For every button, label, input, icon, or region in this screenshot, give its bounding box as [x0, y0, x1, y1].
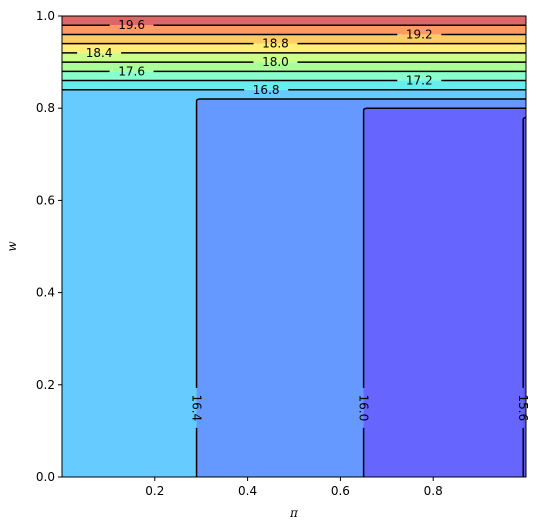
contour-fills	[62, 16, 526, 477]
y-axis-ticks: 0.0 0.2 0.4 0.6 0.8 1.0	[36, 9, 62, 484]
contour-fill-region	[363, 108, 526, 477]
plot-frame	[61, 15, 527, 478]
y-axis-label: w	[5, 241, 19, 252]
contour-label: 17.6	[118, 64, 145, 78]
contour-label: 16.4	[190, 394, 204, 421]
contour-labels: 16.8 17.2 17.6 18.0 18.4 18.8 19.2 19.6 16.4 16.0…	[86, 18, 530, 421]
y-tick-label: 0.8	[36, 101, 55, 115]
contour-fill-region	[62, 52, 526, 63]
contour-lines	[62, 24, 526, 477]
contour-label: 17.2	[406, 74, 433, 88]
contour-label: 16.8	[253, 83, 280, 97]
contour-label: 19.2	[406, 27, 433, 41]
contour-fill-region	[62, 34, 526, 44]
contour-fill-region	[62, 25, 526, 35]
contour-line	[195, 98, 526, 388]
contour-label: 18.8	[262, 37, 289, 51]
contour-label: 15.6	[516, 394, 530, 421]
x-tick-label: 0.4	[238, 484, 257, 498]
contour-label: 19.6	[118, 18, 145, 32]
y-tick-label: 0.0	[36, 470, 55, 484]
y-tick-label: 0.2	[36, 378, 55, 392]
y-tick-label: 1.0	[36, 9, 55, 23]
y-tick-label: 0.4	[36, 286, 55, 300]
x-axis-label: π	[289, 506, 299, 520]
contour-label: 16.0	[357, 394, 371, 421]
contour-line	[362, 107, 526, 388]
x-axis-ticks: 0.2 0.4 0.6 0.8	[145, 477, 443, 498]
contour-fill-region	[523, 117, 526, 477]
contour-fill-region	[62, 62, 526, 72]
x-tick-label: 0.6	[331, 484, 350, 498]
x-tick-label: 0.8	[424, 484, 443, 498]
x-tick-label: 0.2	[145, 484, 164, 498]
contour-line	[522, 116, 526, 388]
contour-fill-region	[62, 43, 526, 53]
contour-fill-region	[62, 16, 526, 26]
contour-fill-region	[62, 80, 526, 90]
y-tick-label: 0.6	[36, 193, 55, 207]
contour-label: 18.4	[86, 46, 113, 60]
contour-label: 18.0	[262, 55, 289, 69]
contour-fill-region	[62, 71, 526, 81]
